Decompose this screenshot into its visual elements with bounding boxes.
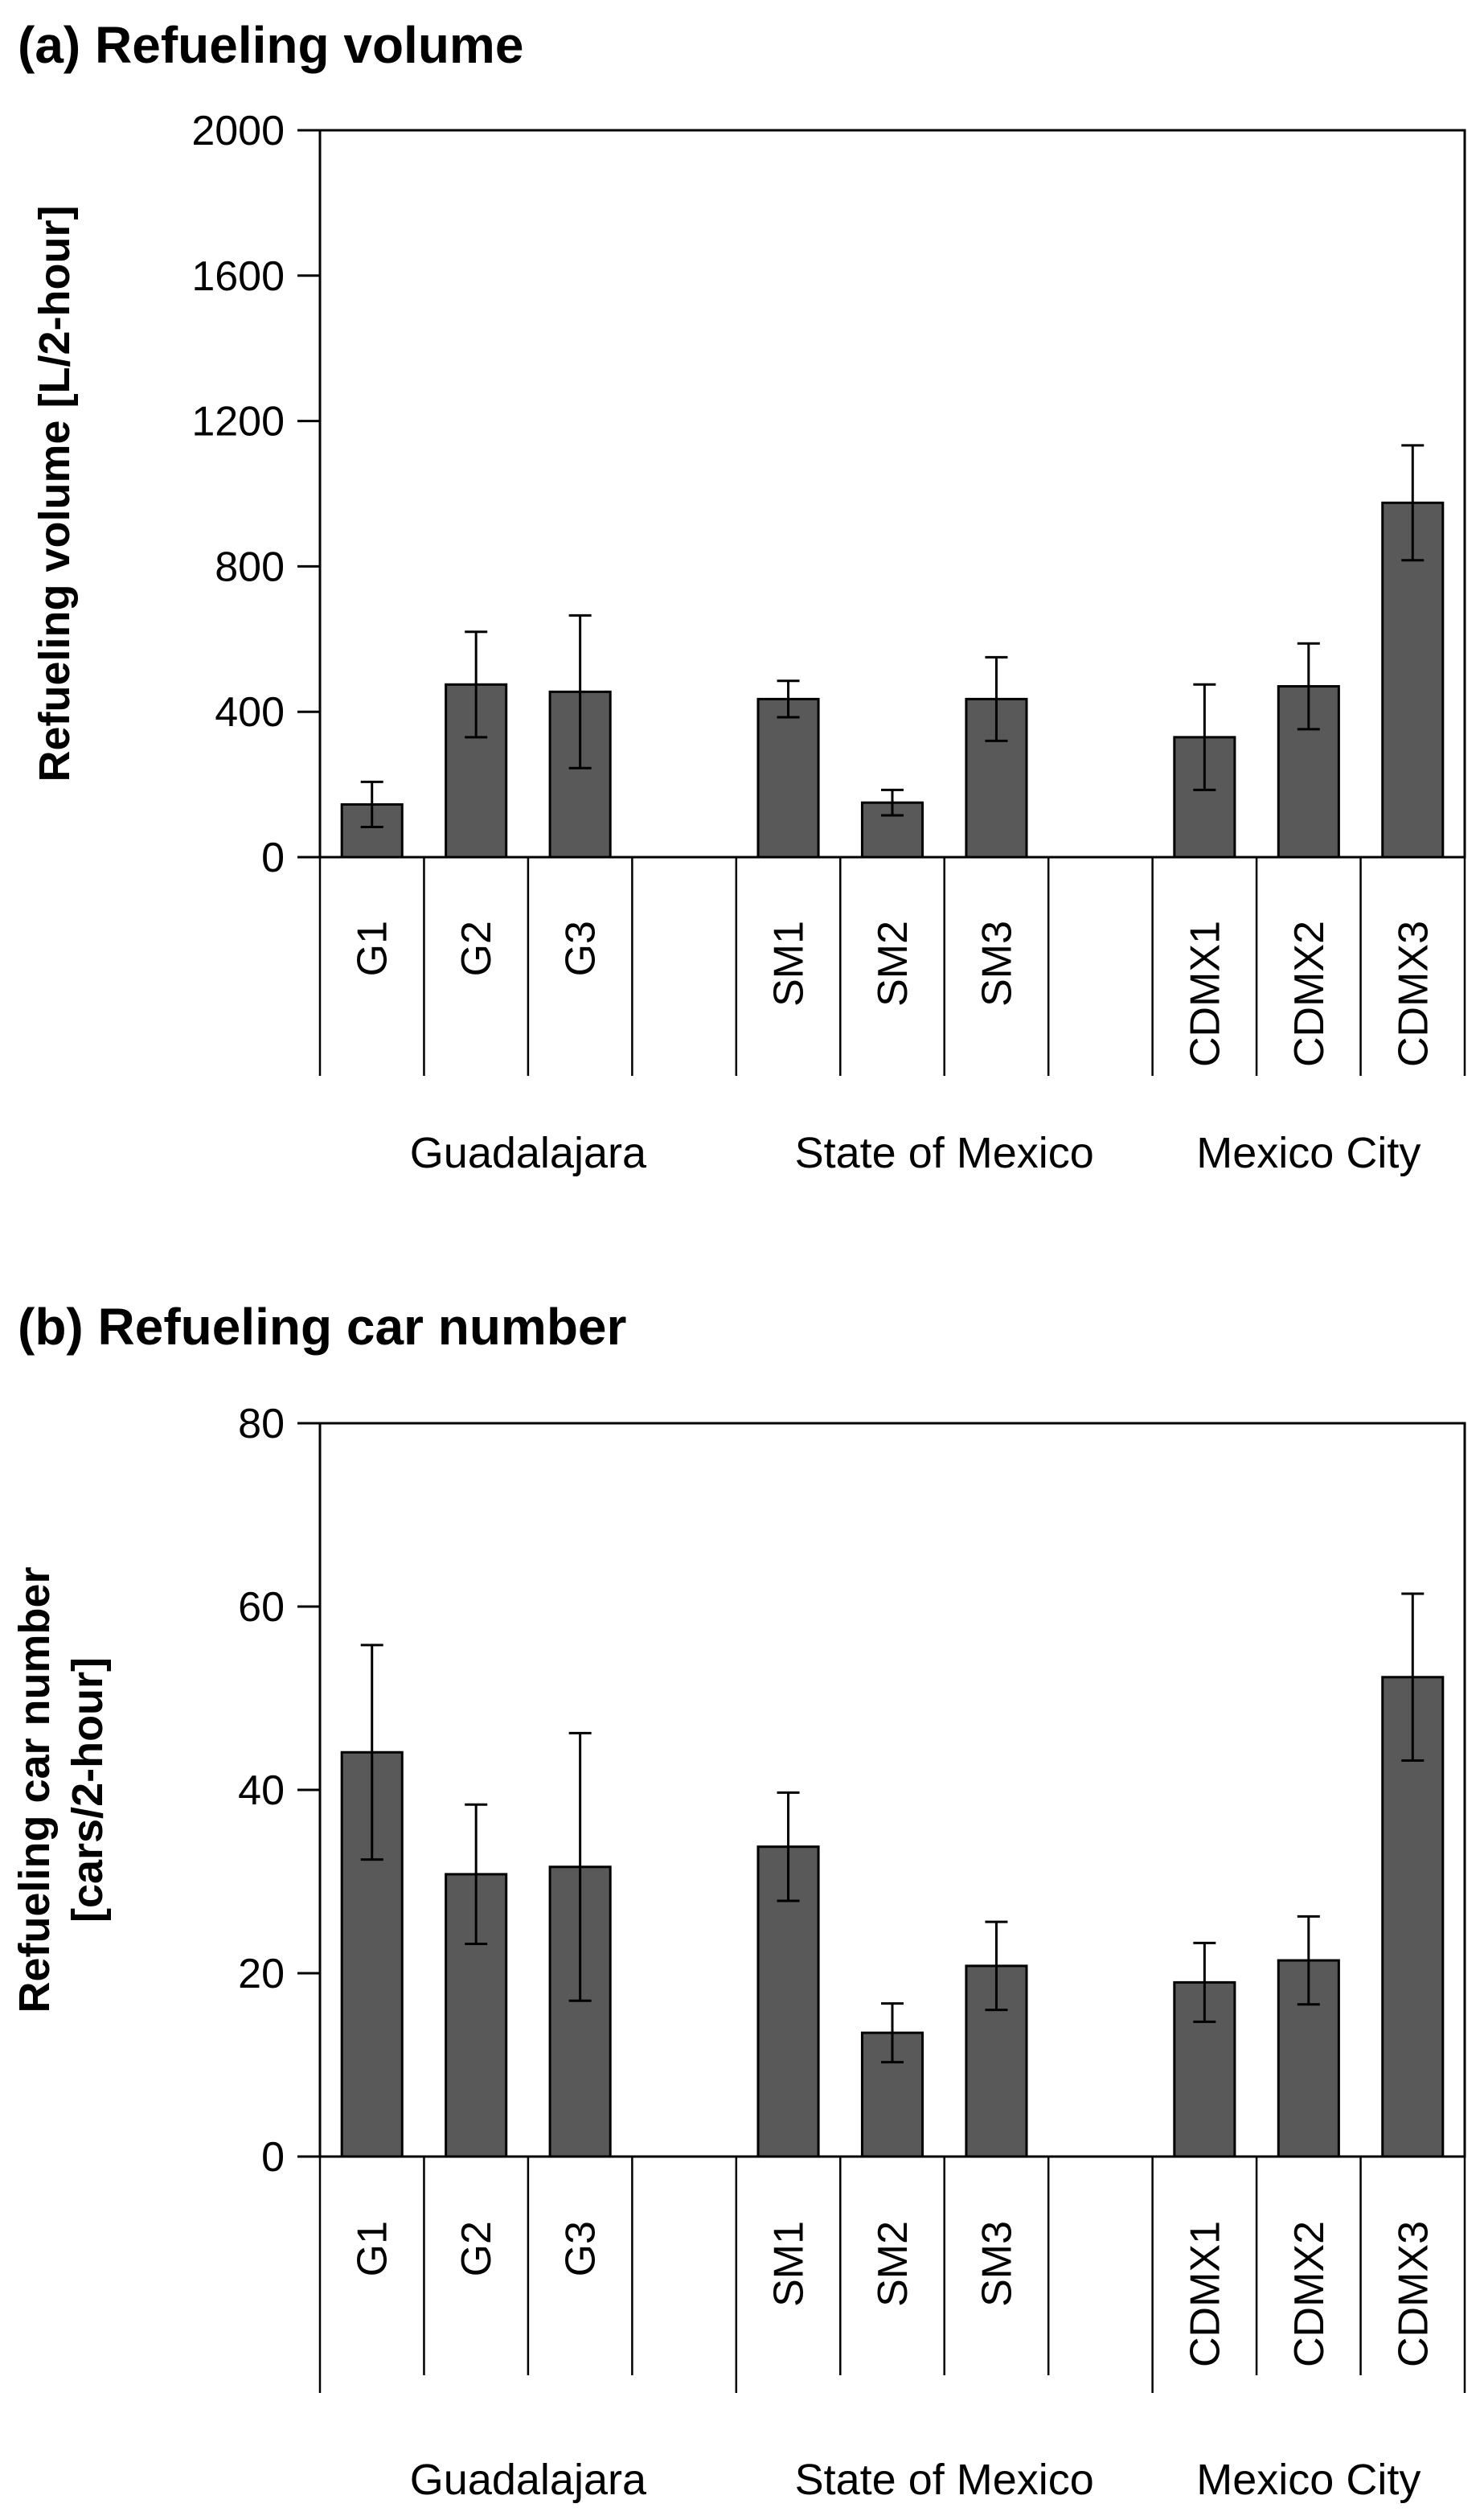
y-tick-label: 800 [215,544,285,590]
chart-a: (a) Refueling volume Refueling volume [L/… [18,16,1466,1177]
category-label: SM3 [974,2221,1020,2307]
y-tick-label: 1600 [191,253,285,300]
category-label: G1 [350,2221,396,2276]
y-tick-label: 60 [238,1584,285,1631]
y-tick-label: 400 [215,689,285,736]
category-label: SM1 [766,2221,813,2307]
category-label: G1 [350,921,396,976]
category-label: SM1 [766,921,813,1007]
y-tick-label: 0 [261,835,285,881]
y-tick-label: 2000 [191,108,285,154]
category-label: SM3 [974,921,1020,1007]
category-label: CDMX2 [1286,2221,1333,2367]
category-label: CDMX2 [1286,921,1333,1067]
chart-title: (b) Refueling car number [18,1298,626,1356]
y-axis-label: [cars/2-hour] [64,1657,112,1923]
bar-cdmx3 [1381,1676,1445,2158]
group-label: State of Mexico [795,2456,1094,2504]
chart-b: (b) Refueling car number Refueling car nu… [10,1298,1466,2504]
category-label: CDMX1 [1182,2221,1228,2367]
group-label: Mexico City [1196,1129,1420,1177]
chart-title: (a) Refueling volume [18,16,523,74]
category-label: G3 [558,2221,605,2276]
group-label: Mexico City [1196,2456,1420,2504]
bar-sm1 [756,697,820,859]
y-axis-label: Refueling volume [L/2-hour] [31,205,79,782]
category-label: CDMX3 [1390,921,1437,1067]
y-tick-label: 80 [238,1401,285,1447]
group-label: State of Mexico [795,1129,1094,1177]
category-label: SM2 [870,2221,916,2307]
category-label: G2 [453,921,500,976]
category-label: G2 [453,2221,500,2276]
y-tick-label: 20 [238,1951,285,1997]
y-tick-label: 0 [261,2134,285,2181]
y-tick-label: 40 [238,1767,285,1814]
category-label: G3 [558,921,605,976]
y-axis-label: Refueling car number [10,1566,59,2013]
category-label: CDMX1 [1182,921,1228,1067]
group-label: Guadalajara [410,1129,647,1177]
bar-cdmx3 [1381,501,1445,859]
category-label: CDMX3 [1390,2221,1437,2367]
bar-g2 [445,1873,508,2158]
category-label: SM2 [870,921,916,1007]
group-label: Guadalajara [410,2456,647,2504]
y-tick-label: 1200 [191,399,285,445]
